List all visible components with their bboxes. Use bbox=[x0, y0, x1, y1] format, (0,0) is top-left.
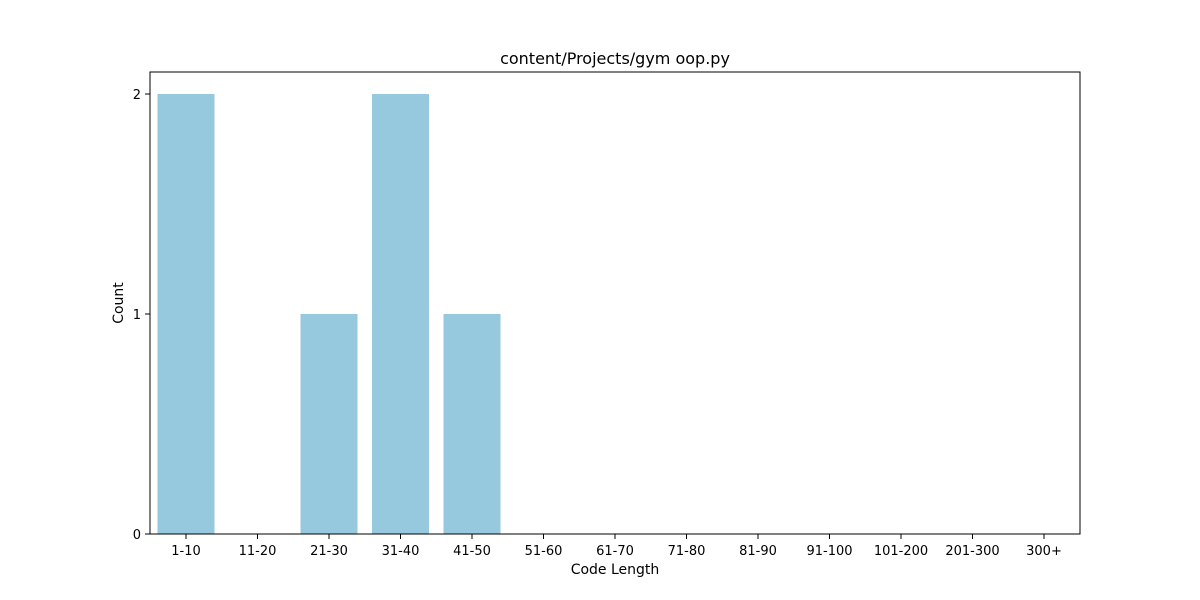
chart-title: content/Projects/gym oop.py bbox=[500, 49, 730, 68]
y-axis-label: Count bbox=[111, 282, 127, 324]
x-tick-label: 71-80 bbox=[668, 544, 706, 559]
x-tick-label: 11-20 bbox=[239, 544, 277, 559]
bar-31-40 bbox=[372, 94, 429, 534]
y-tick-label: 2 bbox=[133, 88, 141, 103]
y-tick-label: 1 bbox=[133, 308, 141, 323]
x-tick-label: 31-40 bbox=[382, 544, 420, 559]
x-tick-label: 61-70 bbox=[596, 544, 634, 559]
y-axis-ticks: 0 1 2 bbox=[133, 88, 150, 543]
x-tick-label: 81-90 bbox=[739, 544, 777, 559]
x-tick-label: 101-200 bbox=[874, 544, 928, 559]
bar-1-10 bbox=[157, 94, 215, 534]
plot-frame bbox=[149, 71, 1081, 535]
bar-41-50 bbox=[443, 314, 501, 534]
x-axis-ticks: 1-10 11-20 21-30 31-40 41-50 51-60 61-70 71-80 8… bbox=[171, 534, 1062, 559]
x-tick-label: 21-30 bbox=[310, 544, 348, 559]
x-tick-label: 41-50 bbox=[453, 544, 491, 559]
x-tick-label: 201-300 bbox=[945, 544, 999, 559]
x-tick-label: 51-60 bbox=[525, 544, 563, 559]
bars-group bbox=[157, 94, 501, 534]
x-tick-label: 300+ bbox=[1026, 544, 1062, 559]
x-tick-label: 91-100 bbox=[806, 544, 852, 559]
x-tick-label: 1-10 bbox=[171, 544, 201, 559]
y-tick-label: 0 bbox=[133, 528, 141, 543]
x-axis-label: Code Length bbox=[571, 562, 660, 578]
bar-21-30 bbox=[300, 314, 358, 534]
